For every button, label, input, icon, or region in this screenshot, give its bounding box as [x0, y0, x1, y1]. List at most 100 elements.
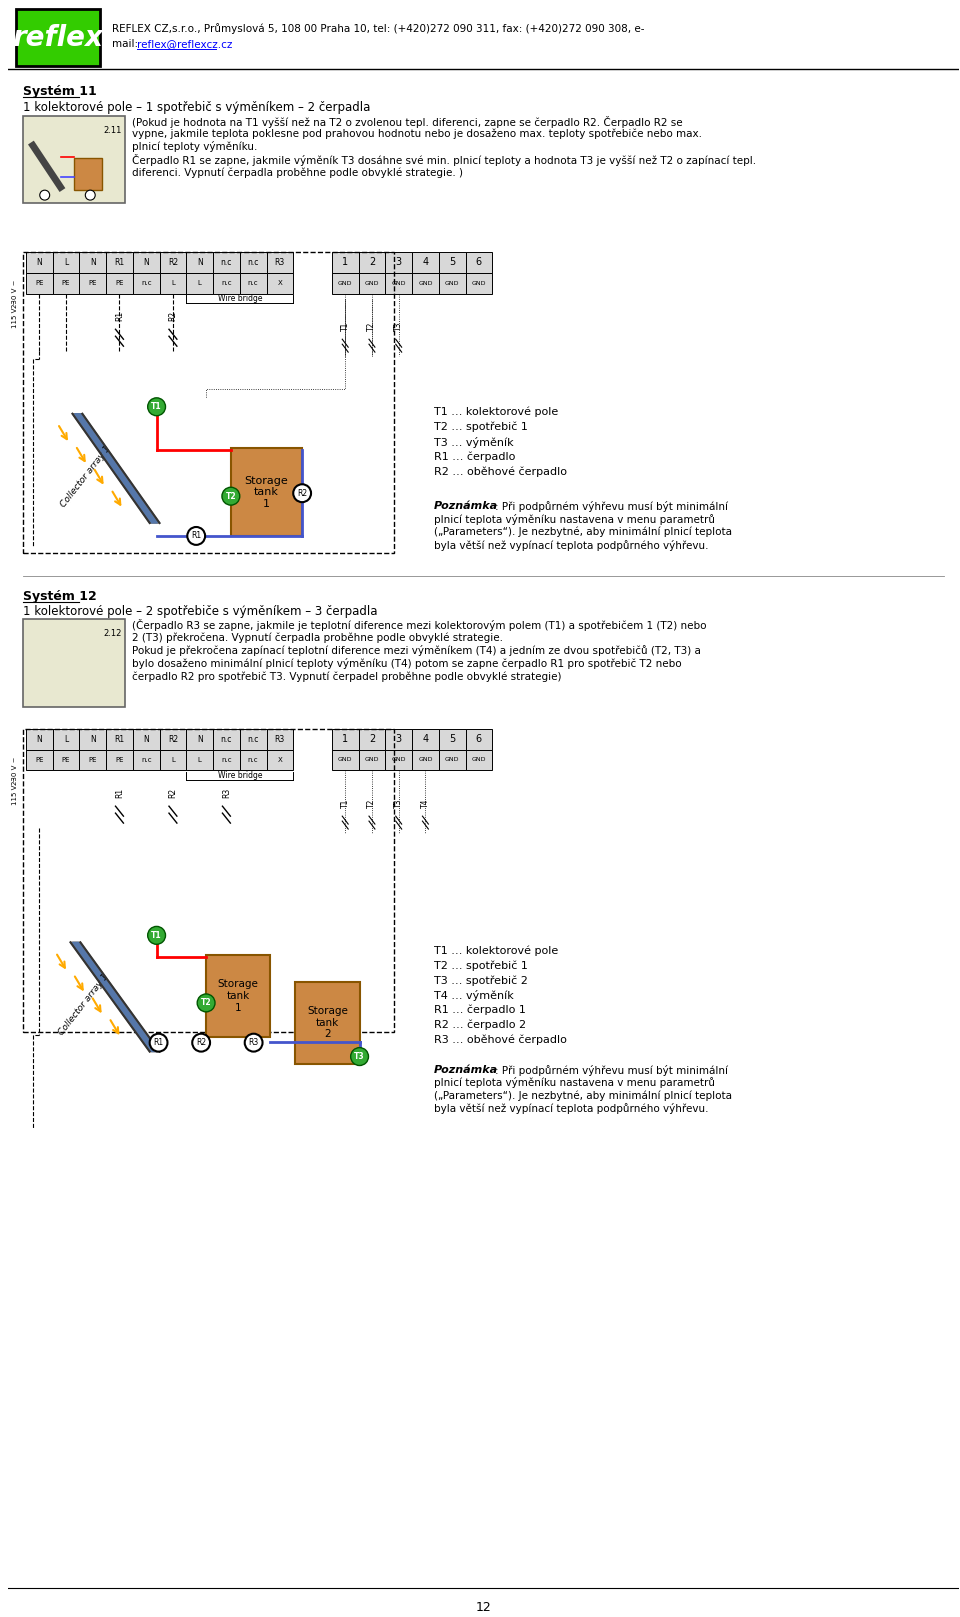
Text: T4 … výměník: T4 … výměník — [434, 990, 514, 1001]
Text: Poznámka: Poznámka — [434, 1064, 498, 1075]
Text: GND: GND — [471, 757, 486, 763]
Bar — [80, 750, 107, 770]
Text: R3 … oběhové čerpadlo: R3 … oběhové čerpadlo — [434, 1035, 566, 1045]
Text: GND: GND — [419, 281, 433, 286]
Text: N: N — [197, 257, 203, 267]
Text: Poznámka: Poznámka — [434, 501, 498, 511]
Text: Pokud je překročena zapínací teplotní diference mezi výměníkem (T4) a jedním ze : Pokud je překročena zapínací teplotní di… — [132, 645, 701, 657]
Bar — [267, 729, 293, 750]
Bar — [159, 729, 186, 750]
Bar — [186, 273, 213, 294]
Circle shape — [150, 1033, 167, 1051]
Text: T3: T3 — [395, 799, 403, 808]
Bar — [23, 729, 395, 1032]
Text: 115 V ~: 115 V ~ — [12, 776, 18, 805]
Text: GND: GND — [392, 281, 406, 286]
Bar — [206, 956, 271, 1036]
Bar — [359, 252, 385, 273]
Text: 230 V ~: 230 V ~ — [12, 280, 18, 307]
Text: T2 … spotřebič 1: T2 … spotřebič 1 — [434, 960, 528, 970]
Bar — [23, 619, 125, 707]
Text: 115 V ~: 115 V ~ — [12, 299, 18, 328]
Text: GND: GND — [392, 757, 406, 763]
Text: Storage
tank
1: Storage tank 1 — [245, 475, 288, 509]
Text: Wire bridge: Wire bridge — [218, 771, 262, 781]
Text: T1: T1 — [341, 799, 349, 808]
Text: n.c: n.c — [141, 280, 152, 286]
Bar — [107, 750, 132, 770]
Bar — [466, 750, 492, 770]
Text: N: N — [36, 257, 42, 267]
Text: N: N — [143, 257, 149, 267]
Bar — [439, 729, 466, 750]
Bar — [466, 252, 492, 273]
Bar — [439, 252, 466, 273]
Text: T3 … výměník: T3 … výměník — [434, 437, 514, 448]
Polygon shape — [75, 414, 157, 522]
Text: byla větší než vypínací teplota podpůrného výhřevu.: byla větší než vypínací teplota podpůrné… — [434, 1103, 708, 1114]
Bar — [385, 750, 412, 770]
Text: R1 … čerpadlo 1: R1 … čerpadlo 1 — [434, 1004, 526, 1015]
Text: 1 kolektorové pole – 1 spotřebič s výměníkem – 2 čerpadla: 1 kolektorové pole – 1 spotřebič s výměn… — [23, 100, 371, 113]
Text: T3: T3 — [354, 1053, 365, 1061]
Text: n.c: n.c — [248, 280, 258, 286]
Text: R1: R1 — [191, 532, 202, 540]
Text: R1: R1 — [154, 1038, 163, 1048]
Text: 6: 6 — [476, 257, 482, 267]
Bar — [132, 273, 159, 294]
Bar — [159, 273, 186, 294]
Text: n.c: n.c — [221, 757, 231, 763]
Text: X: X — [277, 280, 282, 286]
Text: PE: PE — [35, 280, 43, 286]
Text: T1: T1 — [152, 403, 162, 411]
Text: X: X — [277, 757, 282, 763]
Bar — [159, 750, 186, 770]
Circle shape — [187, 527, 205, 545]
Text: PE: PE — [35, 757, 43, 763]
Bar — [132, 252, 159, 273]
Text: T3: T3 — [395, 322, 403, 331]
Text: R2: R2 — [168, 787, 178, 799]
Polygon shape — [72, 414, 159, 522]
Polygon shape — [72, 943, 157, 1051]
Bar — [332, 273, 359, 294]
Bar — [385, 729, 412, 750]
Text: Čerpadlo R1 se zapne, jakmile výměník T3 dosáhne své min. plnicí teploty a hodno: Čerpadlo R1 se zapne, jakmile výměník T3… — [132, 154, 756, 167]
Bar — [385, 252, 412, 273]
Text: T2: T2 — [226, 492, 236, 501]
Text: R2: R2 — [168, 257, 178, 267]
Text: reflex@reflexcz.cz: reflex@reflexcz.cz — [136, 39, 232, 49]
Bar — [412, 252, 439, 273]
Text: 5: 5 — [449, 257, 455, 267]
Text: byla větší než vypínací teplota podpůrného výhřevu.: byla větší než vypínací teplota podpůrné… — [434, 540, 708, 551]
Text: n.c: n.c — [248, 757, 258, 763]
Text: T2: T2 — [368, 799, 376, 808]
Bar — [186, 729, 213, 750]
Bar — [240, 273, 267, 294]
Text: R2 … čerpadlo 2: R2 … čerpadlo 2 — [434, 1020, 526, 1030]
Text: N: N — [90, 734, 96, 744]
Circle shape — [85, 191, 95, 201]
Text: GND: GND — [444, 757, 460, 763]
Bar — [412, 273, 439, 294]
Bar — [412, 729, 439, 750]
Bar — [359, 729, 385, 750]
Text: čerpadlo R2 pro spotřebič T3. Vypnutí čerpadel proběhne podle obvyklé strategie): čerpadlo R2 pro spotřebič T3. Vypnutí če… — [132, 671, 562, 681]
Circle shape — [148, 398, 165, 416]
Bar — [213, 273, 240, 294]
Text: R1 … čerpadlo: R1 … čerpadlo — [434, 451, 516, 462]
Text: 1: 1 — [342, 734, 348, 744]
Bar — [80, 729, 107, 750]
Bar — [132, 729, 159, 750]
Text: L: L — [198, 280, 202, 286]
Text: T4: T4 — [420, 799, 430, 808]
Text: T2: T2 — [368, 322, 376, 331]
Text: n.c: n.c — [221, 280, 231, 286]
Text: 1 kolektorové pole – 2 spotřebiče s výměníkem – 3 čerpadla: 1 kolektorové pole – 2 spotřebiče s výmě… — [23, 605, 377, 618]
Bar — [213, 729, 240, 750]
Bar — [267, 750, 293, 770]
Text: R1: R1 — [114, 734, 125, 744]
Text: N: N — [197, 734, 203, 744]
Text: mail:: mail: — [112, 39, 141, 49]
Text: Collector array 1: Collector array 1 — [57, 972, 110, 1038]
